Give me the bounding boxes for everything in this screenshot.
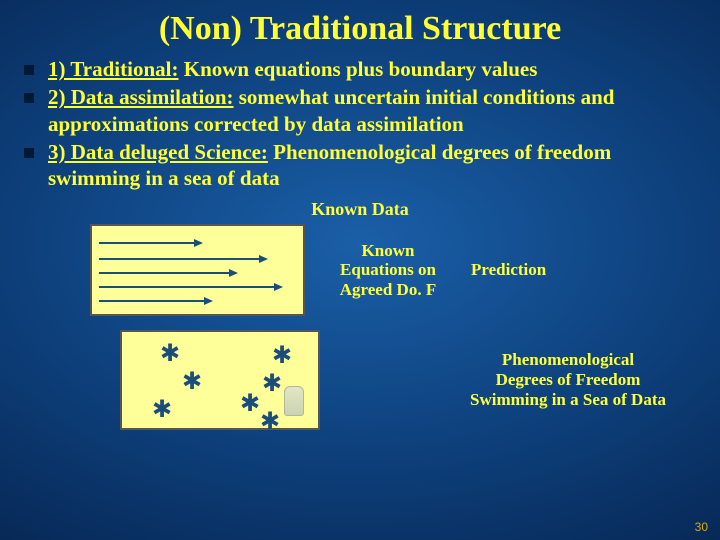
- arrow-line: [99, 300, 204, 302]
- bullet-label: 1) Traditional:: [48, 57, 178, 81]
- phenom-line: Swimming in a Sea of Data: [470, 390, 666, 409]
- known-data-label: Known Data: [0, 199, 720, 220]
- arrow-head-icon: [204, 297, 213, 305]
- phenom-line: Phenomenological: [502, 350, 634, 369]
- bullet-rest: Known equations plus boundary values: [178, 57, 537, 81]
- arrows-box: [90, 224, 305, 316]
- slide-number: 30: [695, 520, 708, 534]
- arrow-head-icon: [229, 269, 238, 277]
- bullet-item: 1) Traditional: Known equations plus bou…: [24, 56, 696, 82]
- bullet-text: 1) Traditional: Known equations plus bou…: [48, 56, 537, 82]
- bullet-item: 3) Data deluged Science: Phenomenologica…: [24, 139, 696, 192]
- bullet-label: 3) Data deluged Science:: [48, 140, 268, 164]
- bullet-square-icon: [24, 93, 34, 103]
- bullet-item: 2) Data assimilation: somewhat uncertain…: [24, 84, 696, 137]
- diagram-row-1: Known Equations on Agreed Do. F Predicti…: [90, 224, 720, 316]
- diagram-row-2: ✱✱✱✱✱✱✱ Phenomenological Degrees of Free…: [120, 330, 720, 430]
- arrow-line: [99, 242, 194, 244]
- star-icon: ✱: [160, 342, 180, 366]
- arrow-head-icon: [274, 283, 283, 291]
- bullet-text: 3) Data deluged Science: Phenomenologica…: [48, 139, 696, 192]
- bullet-label: 2) Data assimilation:: [48, 85, 234, 109]
- phenomenological-label: Phenomenological Degrees of Freedom Swim…: [470, 350, 666, 411]
- star-icon: ✱: [182, 370, 202, 394]
- slide-title: (Non) Traditional Structure: [0, 0, 720, 56]
- bullet-list: 1) Traditional: Known equations plus bou…: [0, 56, 720, 191]
- star-icon: ✱: [240, 392, 260, 416]
- star-icon: ✱: [152, 398, 172, 422]
- star-icon: ✱: [272, 344, 292, 368]
- phenom-line: Degrees of Freedom: [496, 370, 641, 389]
- prediction-label: Prediction: [471, 260, 546, 280]
- arrow-line: [99, 286, 274, 288]
- arrow-line: [99, 258, 259, 260]
- bullet-text: 2) Data assimilation: somewhat uncertain…: [48, 84, 696, 137]
- bullet-square-icon: [24, 148, 34, 158]
- known-equations-label: Known Equations on Agreed Do. F: [323, 241, 453, 300]
- tube-icon: [284, 386, 304, 416]
- arrow-line: [99, 272, 229, 274]
- arrow-head-icon: [194, 239, 203, 247]
- arrow-head-icon: [259, 255, 268, 263]
- star-icon: ✱: [260, 410, 280, 434]
- star-icon: ✱: [262, 372, 282, 396]
- stars-box: ✱✱✱✱✱✱✱: [120, 330, 320, 430]
- bullet-square-icon: [24, 65, 34, 75]
